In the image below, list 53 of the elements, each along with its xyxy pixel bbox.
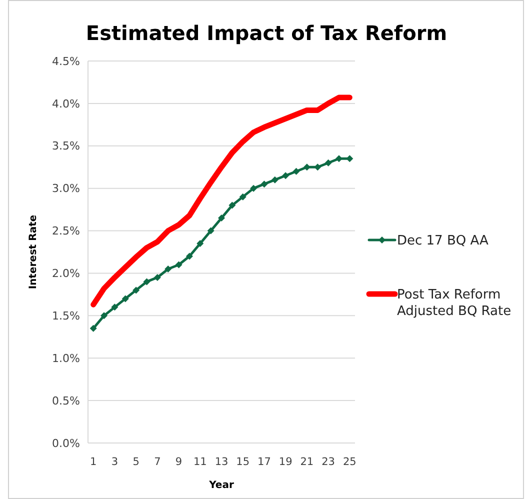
y-tick-label: 2.0%: [52, 267, 80, 280]
point: [314, 164, 322, 171]
legend-label: Dec 17 BQ AA: [397, 234, 488, 249]
point: [164, 265, 172, 272]
point: [122, 295, 129, 302]
point: [218, 214, 225, 222]
point: [228, 202, 236, 209]
point: [335, 155, 342, 162]
y-axis-title: Interest Rate: [28, 214, 39, 290]
x-tick-label: 5: [132, 456, 140, 468]
point: [282, 172, 290, 180]
x-tick-label: 9: [175, 456, 182, 468]
x-tick-label: 3: [111, 456, 118, 468]
x-tick-label: 15: [236, 456, 250, 468]
point: [196, 240, 204, 248]
y-tick-label: 0.0%: [52, 436, 80, 450]
legend-label: Post Tax Reform Adjusted BQ Rate: [397, 288, 512, 319]
point: [239, 193, 246, 200]
point: [271, 176, 278, 184]
y-tick-label: 3.5%: [52, 140, 80, 153]
x-tick-label: 21: [300, 456, 314, 468]
y-tick-label: 2.5%: [52, 224, 80, 238]
x-tick-label: 7: [154, 456, 161, 468]
point: [303, 164, 310, 171]
x-tick-label: 13: [214, 456, 228, 468]
chart-title: Estimated Impact of Tax Reform: [86, 21, 448, 45]
point: [292, 168, 300, 175]
point: [250, 184, 258, 192]
point: [143, 278, 150, 286]
y-tick-label: 4.5%: [52, 54, 80, 68]
y-tick-label: 3.0%: [52, 182, 80, 196]
point: [132, 286, 140, 294]
x-tick-label: 11: [193, 456, 207, 468]
point: [207, 227, 214, 234]
point: [111, 304, 118, 311]
x-axis-title: Year: [208, 480, 234, 491]
point: [154, 274, 161, 281]
y-tick-label: 1.5%: [52, 310, 80, 323]
point: [175, 261, 182, 268]
point: [186, 252, 193, 260]
x-tick-label: 25: [342, 456, 356, 468]
x-tick-label: 19: [278, 456, 292, 468]
y-tick-label: 1.0%: [52, 352, 80, 365]
point: [100, 312, 108, 320]
point: [324, 159, 332, 166]
x-tick-label: 17: [258, 456, 271, 468]
x-tick-label: 1: [90, 456, 97, 468]
y-tick-label: 0.5%: [52, 394, 80, 408]
point: [260, 180, 268, 188]
point: [346, 155, 354, 162]
point: [90, 324, 97, 332]
y-tick-label: 4.0%: [52, 97, 80, 110]
x-tick-label: 23: [322, 456, 335, 468]
